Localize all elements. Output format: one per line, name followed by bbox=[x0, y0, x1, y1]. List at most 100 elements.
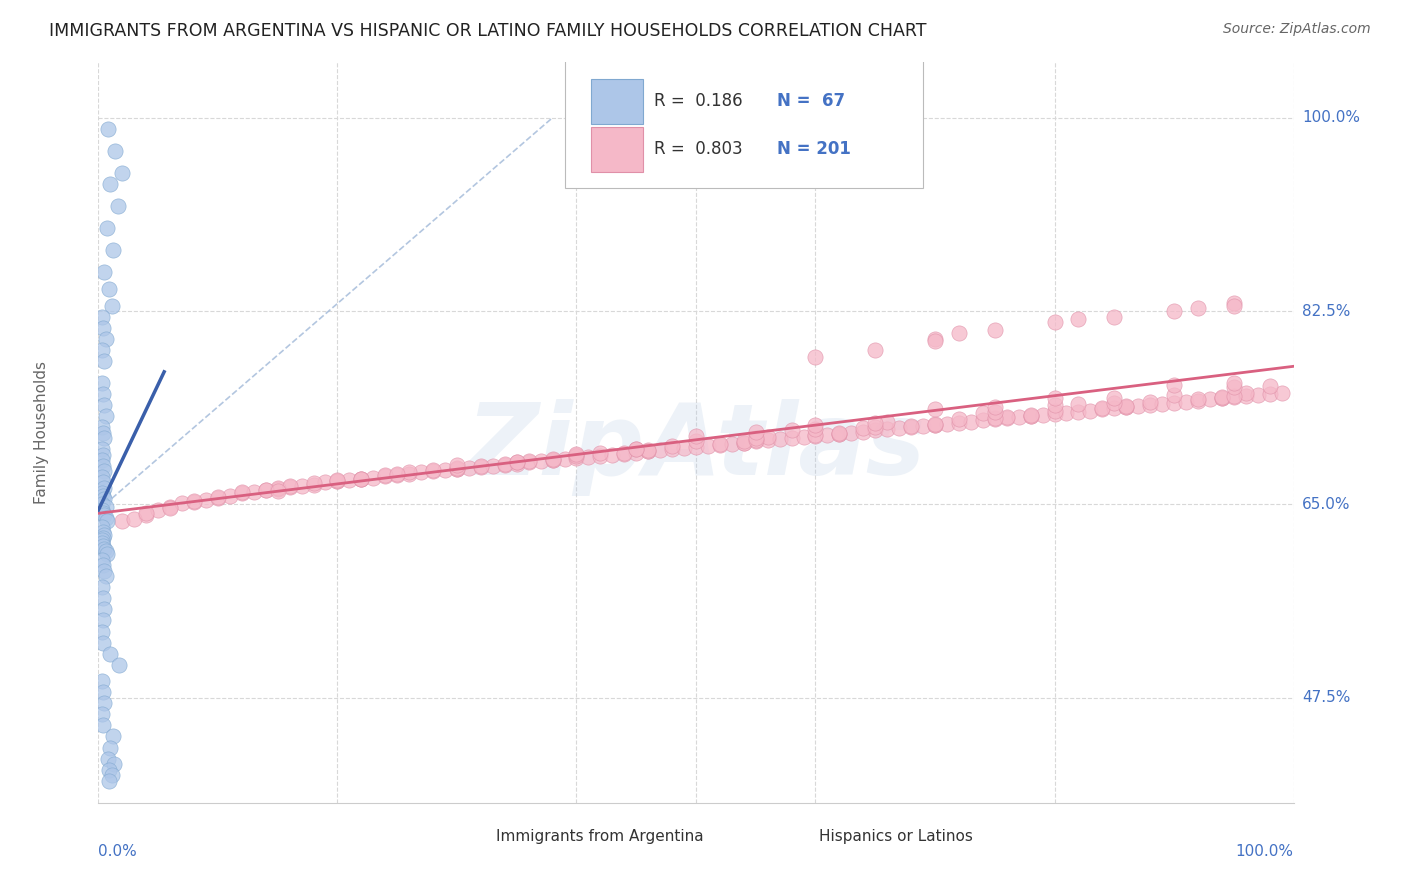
Point bbox=[936, 417, 959, 431]
Point bbox=[1080, 403, 1102, 417]
Point bbox=[889, 421, 911, 435]
Point bbox=[721, 436, 744, 450]
Point bbox=[780, 431, 803, 445]
Point bbox=[385, 467, 409, 481]
Point bbox=[458, 461, 481, 475]
Point bbox=[589, 449, 612, 463]
Point bbox=[1104, 396, 1126, 410]
Point bbox=[91, 536, 114, 550]
Point bbox=[91, 387, 114, 401]
Point bbox=[91, 718, 114, 732]
Point bbox=[315, 475, 337, 490]
Point bbox=[172, 496, 194, 510]
Point bbox=[278, 478, 301, 492]
Point bbox=[865, 424, 887, 438]
Point bbox=[589, 445, 612, 459]
Point bbox=[1043, 403, 1066, 417]
Point bbox=[91, 674, 114, 689]
Text: 100.0%: 100.0% bbox=[1236, 844, 1294, 858]
Point bbox=[709, 436, 731, 450]
Point bbox=[101, 730, 124, 744]
Point bbox=[91, 685, 114, 699]
Text: IMMIGRANTS FROM ARGENTINA VS HISPANIC OR LATINO FAMILY HOUSEHOLDS CORRELATION CH: IMMIGRANTS FROM ARGENTINA VS HISPANIC OR… bbox=[49, 22, 927, 40]
Text: 65.0%: 65.0% bbox=[1302, 497, 1350, 512]
Point bbox=[768, 432, 790, 446]
Point bbox=[984, 401, 1007, 415]
Point bbox=[637, 444, 659, 458]
Point bbox=[626, 445, 648, 459]
Point bbox=[506, 455, 529, 469]
Point bbox=[876, 422, 898, 436]
Point bbox=[97, 121, 120, 136]
Point bbox=[93, 265, 115, 279]
Point bbox=[446, 461, 468, 475]
Point bbox=[506, 455, 529, 469]
Point bbox=[91, 503, 114, 517]
Point bbox=[470, 458, 492, 473]
Point bbox=[91, 376, 114, 390]
Point bbox=[398, 467, 420, 481]
Point bbox=[254, 483, 277, 497]
Text: 82.5%: 82.5% bbox=[1302, 303, 1350, 318]
Text: 100.0%: 100.0% bbox=[1302, 111, 1360, 125]
Point bbox=[91, 519, 114, 533]
Point bbox=[1104, 310, 1126, 324]
Text: 47.5%: 47.5% bbox=[1302, 690, 1350, 706]
Point bbox=[661, 439, 683, 453]
Point bbox=[107, 657, 129, 672]
Point bbox=[135, 508, 157, 523]
Point bbox=[876, 415, 898, 429]
Point bbox=[135, 506, 157, 520]
Point bbox=[94, 510, 117, 524]
Point bbox=[302, 477, 325, 491]
Point bbox=[1211, 392, 1233, 406]
Text: Family Households: Family Households bbox=[34, 361, 49, 504]
Point bbox=[924, 402, 946, 417]
Point bbox=[1258, 379, 1281, 393]
Point bbox=[91, 580, 114, 594]
Point bbox=[91, 453, 114, 467]
Point bbox=[1067, 311, 1090, 326]
Point bbox=[1211, 392, 1233, 406]
Point bbox=[984, 412, 1007, 426]
Point bbox=[984, 323, 1007, 337]
Point bbox=[98, 177, 122, 191]
Point bbox=[1032, 408, 1054, 422]
Point bbox=[1163, 388, 1185, 402]
Point bbox=[626, 442, 648, 457]
FancyBboxPatch shape bbox=[591, 78, 644, 124]
Point bbox=[1115, 401, 1137, 415]
Point bbox=[1139, 398, 1161, 412]
Point bbox=[578, 450, 600, 464]
Point bbox=[541, 453, 564, 467]
Point bbox=[291, 478, 314, 492]
Point bbox=[98, 647, 122, 661]
Point bbox=[804, 429, 827, 443]
Point bbox=[1019, 409, 1042, 423]
Point bbox=[1043, 392, 1066, 406]
Point bbox=[93, 564, 115, 578]
Point bbox=[852, 425, 875, 439]
Point bbox=[756, 434, 779, 448]
Point bbox=[93, 353, 115, 368]
Point bbox=[101, 244, 124, 258]
Point bbox=[219, 489, 242, 503]
FancyBboxPatch shape bbox=[565, 59, 924, 188]
Point bbox=[745, 425, 768, 439]
Point bbox=[828, 425, 851, 440]
Point bbox=[91, 624, 114, 639]
Point bbox=[91, 498, 114, 512]
Point bbox=[1104, 392, 1126, 406]
Point bbox=[91, 533, 114, 547]
Point bbox=[685, 440, 707, 454]
Point bbox=[565, 447, 588, 461]
Point bbox=[637, 444, 659, 458]
Point bbox=[541, 453, 564, 467]
Point bbox=[865, 420, 887, 434]
FancyBboxPatch shape bbox=[758, 821, 811, 853]
Point bbox=[207, 490, 229, 504]
Point bbox=[685, 429, 707, 443]
Point bbox=[995, 411, 1018, 425]
Point bbox=[1091, 401, 1114, 416]
Point bbox=[1211, 390, 1233, 404]
